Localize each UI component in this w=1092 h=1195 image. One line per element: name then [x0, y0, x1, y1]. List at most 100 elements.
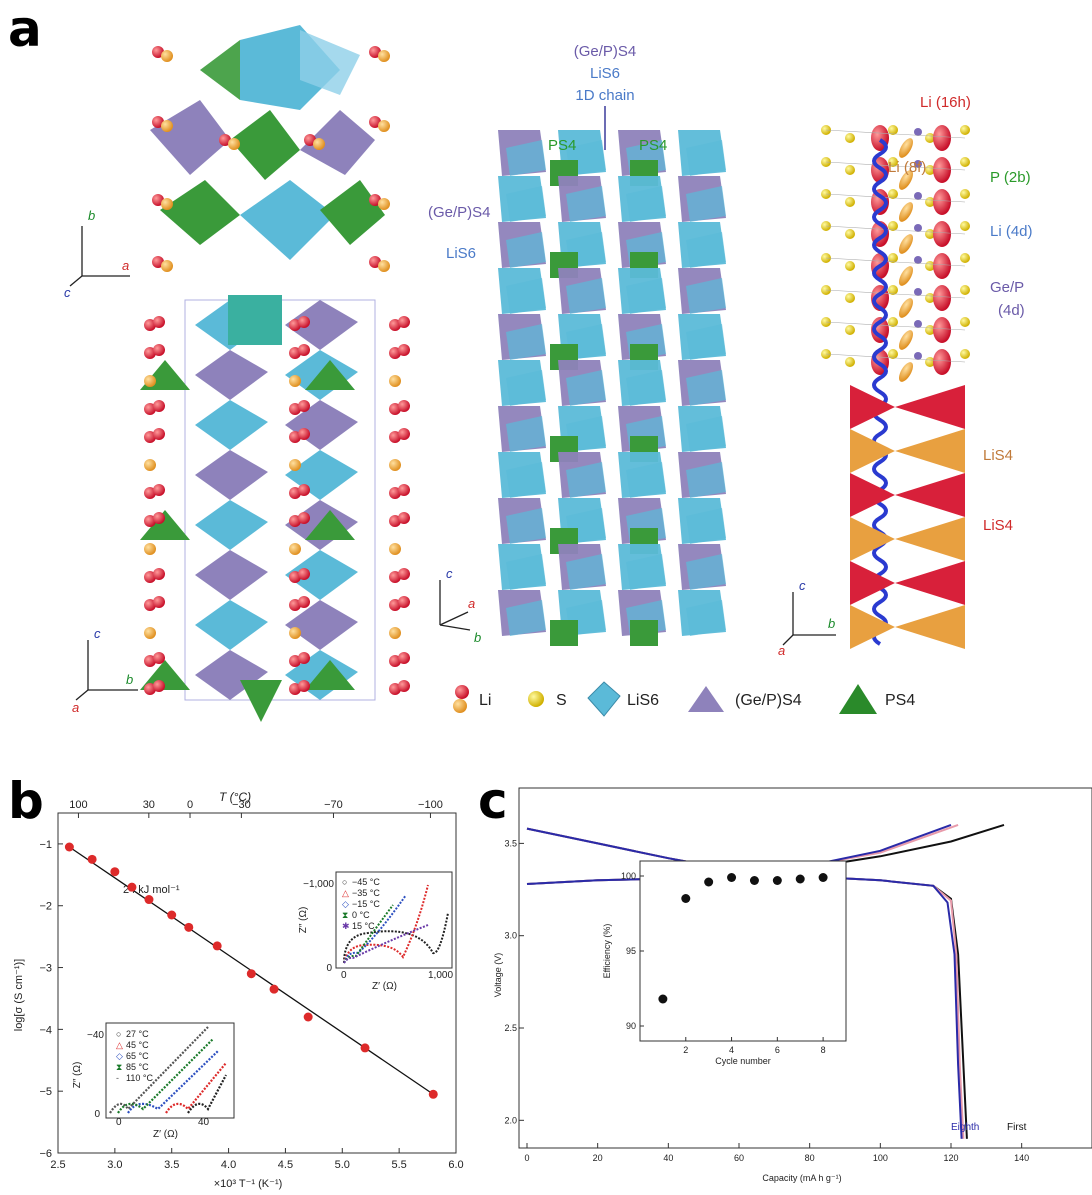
legend-geps4: (Ge/P)S4: [735, 692, 802, 709]
x-tick-label: 40: [663, 1153, 673, 1163]
top-tick-label: −100: [418, 799, 443, 811]
lis4-tetrahedron: [895, 473, 965, 517]
s-atom: [960, 189, 970, 199]
label-lis6-top: LiS6: [590, 65, 620, 82]
x-tick-label: 5.5: [391, 1159, 406, 1171]
efficiency-point: [727, 873, 737, 882]
inset-x-label: Z′ (Ω): [372, 981, 397, 992]
lis4-tetrahedron: [895, 561, 965, 605]
li-atom: [369, 46, 381, 58]
axis-a-label: a: [468, 596, 475, 611]
li-atom: [153, 596, 165, 608]
lis4-tetrahedron: [850, 561, 895, 605]
y-tick-label: −5: [39, 1086, 52, 1098]
geps4-tetrahedron: [195, 450, 268, 500]
inset-y-tick: −40: [87, 1030, 104, 1041]
li-atom: [398, 568, 410, 580]
x-tick-label: 3.0: [107, 1159, 122, 1171]
li-atom: [398, 428, 410, 440]
li-atom-8f: [899, 234, 913, 254]
geps4-tetrahedron: [285, 300, 358, 350]
y-tick-label: 3.5: [504, 838, 517, 848]
conductivity-point: [167, 910, 177, 920]
efficiency-point: [749, 876, 759, 885]
ps4-tetrahedron: [630, 620, 658, 646]
inset-legend-symbol: △: [116, 1040, 123, 1050]
impedance-inset-high-temperature: ○ 27 °C△ 45 °C◇ 65 °C ⧗ 85 °C- 110 °C 0 40 0 −…: [72, 1022, 235, 1140]
axis-c-label: c: [446, 566, 453, 581]
conductivity-point: [87, 854, 97, 864]
gep-atom: [914, 128, 922, 136]
x-tick-label: 80: [805, 1153, 815, 1163]
efficiency-inset: 2 4 6 8 90 95 100 Cycle number Efficiency (%): [602, 860, 847, 1066]
lis6-octahedron: [506, 324, 546, 360]
inset-y-tick: 0: [94, 1109, 100, 1120]
lis6-octahedron: [506, 416, 546, 452]
panel-label-c: c: [478, 772, 508, 830]
lis6-octahedron: [686, 554, 726, 590]
x-tick-label: 100: [873, 1153, 888, 1163]
efficiency-point: [772, 876, 782, 885]
li-atom-8f: [899, 330, 913, 350]
x-tick-label: 4.0: [221, 1159, 236, 1171]
s-atom: [960, 285, 970, 295]
s-atom: [925, 325, 935, 335]
y-tick-label: −6: [39, 1148, 52, 1160]
inset-legend-symbol: ○: [342, 877, 347, 887]
s-atom: [925, 261, 935, 271]
li-atom: [152, 194, 164, 206]
s-atom: [888, 221, 898, 231]
conductivity-point: [127, 882, 137, 892]
li-atom: [153, 316, 165, 328]
inset-y-label: Z″ (Ω): [72, 1062, 83, 1089]
gep-atom: [914, 352, 922, 360]
li-atom-8f: [899, 138, 913, 158]
lis6-octahedron: [626, 462, 666, 498]
s-atom: [845, 357, 855, 367]
s-atom: [888, 157, 898, 167]
inset-x-tick: 4: [729, 1045, 734, 1055]
lis6-octahedron: [686, 416, 726, 452]
li-atom: [298, 512, 310, 524]
inset-legend-entry: 15 °C: [352, 921, 375, 931]
x-tick-label: 2.5: [50, 1159, 65, 1171]
li-atom-16h: [933, 189, 951, 215]
lis6-octahedron: [506, 462, 546, 498]
efficiency-point: [658, 994, 668, 1004]
lis6-octahedron: [686, 324, 726, 360]
axis-b-label: b: [88, 208, 95, 223]
lis6-octahedron: [506, 554, 546, 590]
conductivity-point: [360, 1043, 370, 1053]
efficiency-point: [818, 873, 828, 882]
inset-y-label: Z″ (Ω): [298, 907, 309, 934]
s-atom: [845, 133, 855, 143]
li-atom: [153, 428, 165, 440]
li-atom-16h: [933, 349, 951, 375]
lis6-octahedron: [195, 500, 268, 550]
li-atom: [298, 400, 310, 412]
s-atom: [960, 221, 970, 231]
lis6-octahedron: [686, 278, 726, 314]
top-axis-label: T (°C): [219, 790, 251, 804]
s-atom: [845, 165, 855, 175]
li-atom-16h: [933, 317, 951, 343]
label-lis4-orange: LiS4: [983, 447, 1013, 464]
crystal-view-top-left: [150, 25, 390, 272]
s-atom: [960, 125, 970, 135]
lis6-octahedron: [285, 550, 358, 600]
li-atom: [398, 596, 410, 608]
lis6-octahedron: [566, 554, 606, 590]
axis-a-label: a: [72, 700, 79, 715]
s-atom: [960, 349, 970, 359]
li-atom: [153, 568, 165, 580]
geps4-tetrahedron: [195, 650, 268, 700]
lis4-tetrahedron: [850, 605, 895, 649]
axis-c-label: c: [799, 578, 806, 593]
efficiency-point: [681, 894, 691, 903]
impedance-curve: [109, 1026, 209, 1114]
axis-c-label: c: [94, 626, 101, 641]
li-atom: [298, 680, 310, 692]
s-atom-icon: [528, 691, 544, 707]
s-atom: [925, 165, 935, 175]
x-tick-label: 60: [734, 1153, 744, 1163]
